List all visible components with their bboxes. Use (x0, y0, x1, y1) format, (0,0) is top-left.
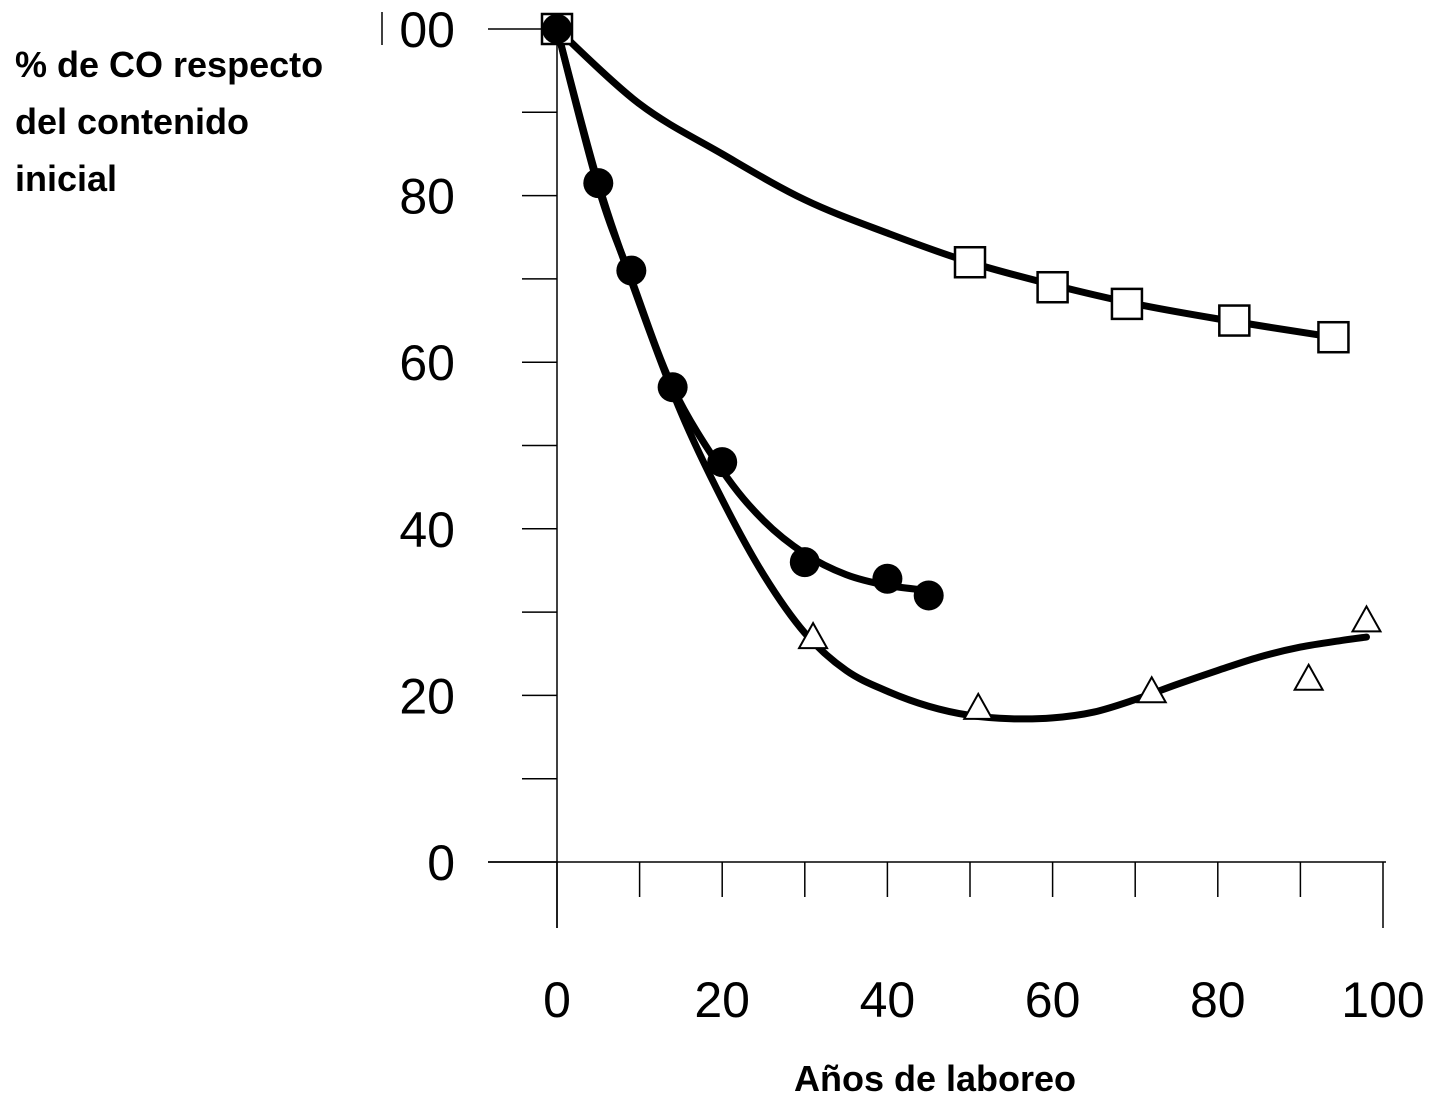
x-tick-label: 40 (860, 972, 916, 1028)
circle-marker (542, 14, 572, 44)
y-tick-label: 60 (399, 335, 455, 391)
x-tick-label: 80 (1190, 972, 1246, 1028)
triangle-marker (1350, 604, 1383, 633)
triangle-marker (1292, 662, 1325, 691)
triangle-marker (797, 621, 829, 650)
y-tick-label: 0 (427, 835, 455, 891)
square-marker (1317, 320, 1350, 354)
fit-curve-circle-filled (553, 25, 933, 594)
circle-marker (913, 580, 944, 611)
square-marker (953, 245, 987, 279)
circle-marker (583, 168, 614, 199)
data-markers (540, 12, 1383, 720)
x-tick-label: 0 (543, 972, 571, 1028)
fit-curve-square-open (553, 25, 1337, 341)
circle-marker (872, 563, 903, 594)
x-tick-label: 20 (694, 972, 750, 1028)
circle-marker (657, 372, 688, 403)
circle-marker (616, 255, 647, 286)
square-marker (1218, 304, 1251, 337)
x-tick-label: 100 (1341, 972, 1424, 1028)
tick-labels: 0 20 40 60 80 100 0 20 40 60 80 00 (399, 2, 1424, 1028)
y-tick-label: 20 (399, 668, 455, 724)
triangle-marker (962, 691, 994, 720)
x-tick-label: 60 (1025, 972, 1081, 1028)
x-axis-label: Años de laboreo (793, 1058, 1077, 1099)
circle-marker (707, 447, 738, 478)
y-axis-label: % de CO respecto del contenido inicial (15, 44, 324, 199)
axes (381, 12, 1386, 928)
y-tick-label: 40 (399, 502, 455, 558)
square-marker (1110, 287, 1144, 321)
y-tick-label: 80 (399, 169, 455, 225)
circle-marker (789, 547, 820, 578)
fit-curve-triangle-open (553, 25, 1370, 723)
y-tick-label: 00 (399, 2, 455, 58)
triangle-marker (1136, 675, 1168, 704)
square-marker (1036, 270, 1069, 304)
